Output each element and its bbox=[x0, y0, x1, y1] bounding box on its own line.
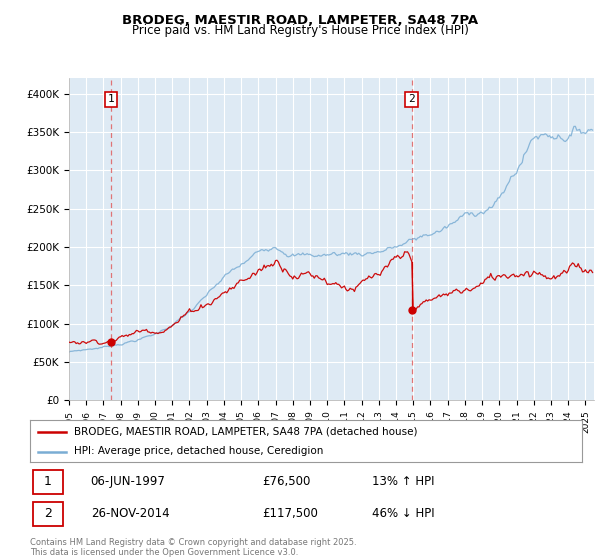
Text: 1: 1 bbox=[44, 475, 52, 488]
Text: Price paid vs. HM Land Registry's House Price Index (HPI): Price paid vs. HM Land Registry's House … bbox=[131, 24, 469, 37]
Text: BRODEG, MAESTIR ROAD, LAMPETER, SA48 7PA: BRODEG, MAESTIR ROAD, LAMPETER, SA48 7PA bbox=[122, 14, 478, 27]
FancyBboxPatch shape bbox=[33, 502, 63, 526]
Text: 26-NOV-2014: 26-NOV-2014 bbox=[91, 507, 169, 520]
Text: BRODEG, MAESTIR ROAD, LAMPETER, SA48 7PA (detached house): BRODEG, MAESTIR ROAD, LAMPETER, SA48 7PA… bbox=[74, 427, 418, 437]
Text: 2: 2 bbox=[44, 507, 52, 520]
Text: HPI: Average price, detached house, Ceredigion: HPI: Average price, detached house, Cere… bbox=[74, 446, 323, 456]
Text: 1: 1 bbox=[107, 94, 114, 104]
Text: £117,500: £117,500 bbox=[262, 507, 318, 520]
FancyBboxPatch shape bbox=[33, 469, 63, 494]
Text: 2: 2 bbox=[408, 94, 415, 104]
Text: Contains HM Land Registry data © Crown copyright and database right 2025.
This d: Contains HM Land Registry data © Crown c… bbox=[30, 538, 356, 557]
Text: 06-JUN-1997: 06-JUN-1997 bbox=[91, 475, 166, 488]
Text: 13% ↑ HPI: 13% ↑ HPI bbox=[372, 475, 435, 488]
Text: £76,500: £76,500 bbox=[262, 475, 310, 488]
Text: 46% ↓ HPI: 46% ↓ HPI bbox=[372, 507, 435, 520]
